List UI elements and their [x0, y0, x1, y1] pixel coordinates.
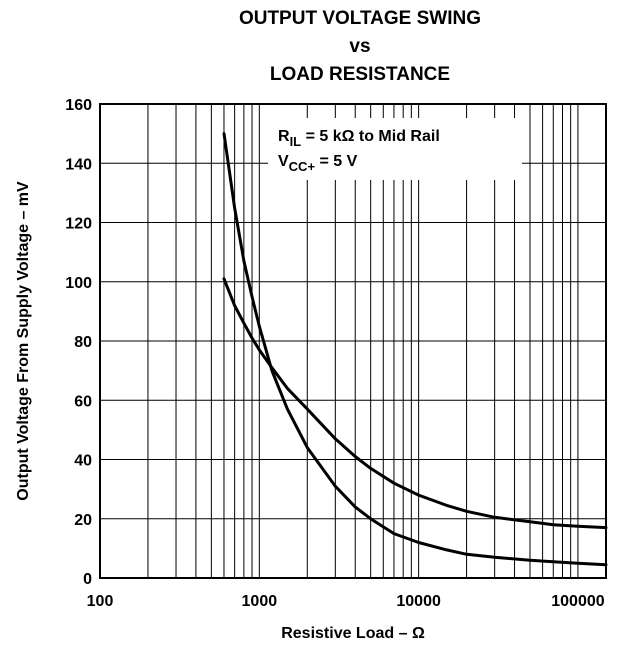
chart-title-line-2: vs	[349, 36, 370, 57]
y-axis-label: Output Voltage From Supply Voltage – mV	[15, 181, 32, 501]
x-tick-label: 100	[87, 593, 114, 610]
series-line-2	[222, 277, 608, 530]
x-tick-label: 100000	[551, 593, 604, 610]
annotation-line-2: VCC+ = 5 V	[278, 153, 358, 174]
x-tick-labels: 100 1000 10000 100000	[87, 593, 605, 610]
annotation-r-subscript: IL	[290, 134, 302, 149]
y-tick-label: 140	[65, 156, 92, 173]
series-group	[222, 132, 608, 567]
grid	[100, 104, 606, 578]
series-line-1	[222, 132, 608, 567]
annotation-v-subscript: CC+	[289, 159, 316, 174]
y-tick-label: 0	[83, 571, 92, 588]
annotation-line-1: RIL = 5 kΩ to Mid Rail	[278, 128, 440, 149]
annotation-background	[268, 118, 522, 180]
y-tick-label: 100	[65, 275, 92, 292]
y-tick-label: 80	[74, 334, 92, 351]
y-tick-label: 20	[74, 512, 92, 529]
x-tick-label: 1000	[242, 593, 278, 610]
y-tick-label: 160	[65, 97, 92, 114]
chart-title-line-3: LOAD RESISTANCE	[270, 64, 450, 85]
annotation-r-symbol: R	[278, 128, 290, 145]
annotation-v-value: = 5 V	[315, 153, 358, 170]
y-tick-label: 120	[65, 216, 92, 233]
x-tick-label: 10000	[396, 593, 441, 610]
y-tick-label: 40	[74, 453, 92, 470]
y-tick-label: 60	[74, 393, 92, 410]
y-tick-labels: 0 20 40 60 80 100 120 140 160	[65, 97, 92, 588]
annotation-v-symbol: V	[278, 153, 289, 170]
plot-frame	[99, 103, 607, 579]
x-axis-label: Resistive Load – Ω	[281, 625, 425, 642]
annotation-r-value: = 5 kΩ to Mid Rail	[301, 128, 440, 145]
chart-title-line-1: OUTPUT VOLTAGE SWING	[239, 8, 481, 29]
